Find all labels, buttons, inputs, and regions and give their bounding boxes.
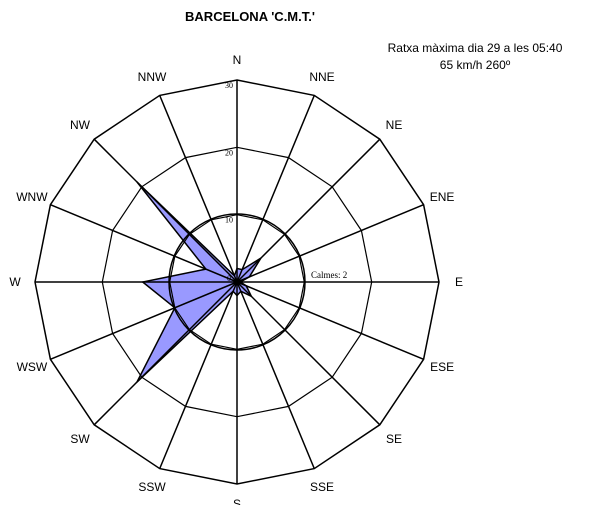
spoke-ese <box>236 281 424 360</box>
direction-label-wsw: WSW <box>17 360 48 374</box>
direction-label-sse: SSE <box>310 480 334 494</box>
ring-label-10: 10 <box>225 216 233 225</box>
spoke-se <box>236 281 381 426</box>
max-gust-line2: 65 km/h 260º <box>439 58 511 72</box>
spoke-sse <box>236 281 315 469</box>
direction-label-nne: NNE <box>309 70 334 84</box>
direction-label-n: N <box>233 53 242 67</box>
spoke-nnw <box>159 95 238 283</box>
spoke-wnw <box>50 204 238 283</box>
spoke-ssw <box>159 281 238 469</box>
spoke-sw <box>93 281 238 426</box>
direction-label-w: W <box>9 275 21 289</box>
max-gust-annotation: Ratxa màxima dia 29 a les 05:40 65 km/h … <box>365 40 585 74</box>
ring-label-30: 30 <box>225 81 233 90</box>
max-gust-line1: Ratxa màxima dia 29 a les 05:40 <box>387 41 563 55</box>
spoke-ne <box>236 138 381 283</box>
spoke-nne <box>236 95 315 283</box>
direction-label-s: S <box>233 497 241 505</box>
calms-label: Calmes: 2 <box>311 270 347 280</box>
direction-label-nw: NW <box>70 118 91 132</box>
spoke-wsw <box>50 281 238 360</box>
direction-label-se: SE <box>386 432 402 446</box>
chart-title: BARCELONA 'C.M.T.' <box>185 9 315 24</box>
ring-label-20: 20 <box>225 148 233 157</box>
calms-circle <box>168 213 306 351</box>
direction-label-sw: SW <box>70 432 90 446</box>
direction-label-ene: ENE <box>430 190 455 204</box>
direction-label-ssw: SSW <box>138 480 166 494</box>
spoke-nw <box>93 138 238 283</box>
direction-label-wnw: WNW <box>16 190 48 204</box>
ring-label-0: 0 <box>227 274 231 283</box>
direction-label-e: E <box>455 275 463 289</box>
direction-label-ne: NE <box>386 118 403 132</box>
direction-label-nnw: NNW <box>138 70 167 84</box>
direction-label-ese: ESE <box>430 360 454 374</box>
spoke-ene <box>236 204 424 283</box>
